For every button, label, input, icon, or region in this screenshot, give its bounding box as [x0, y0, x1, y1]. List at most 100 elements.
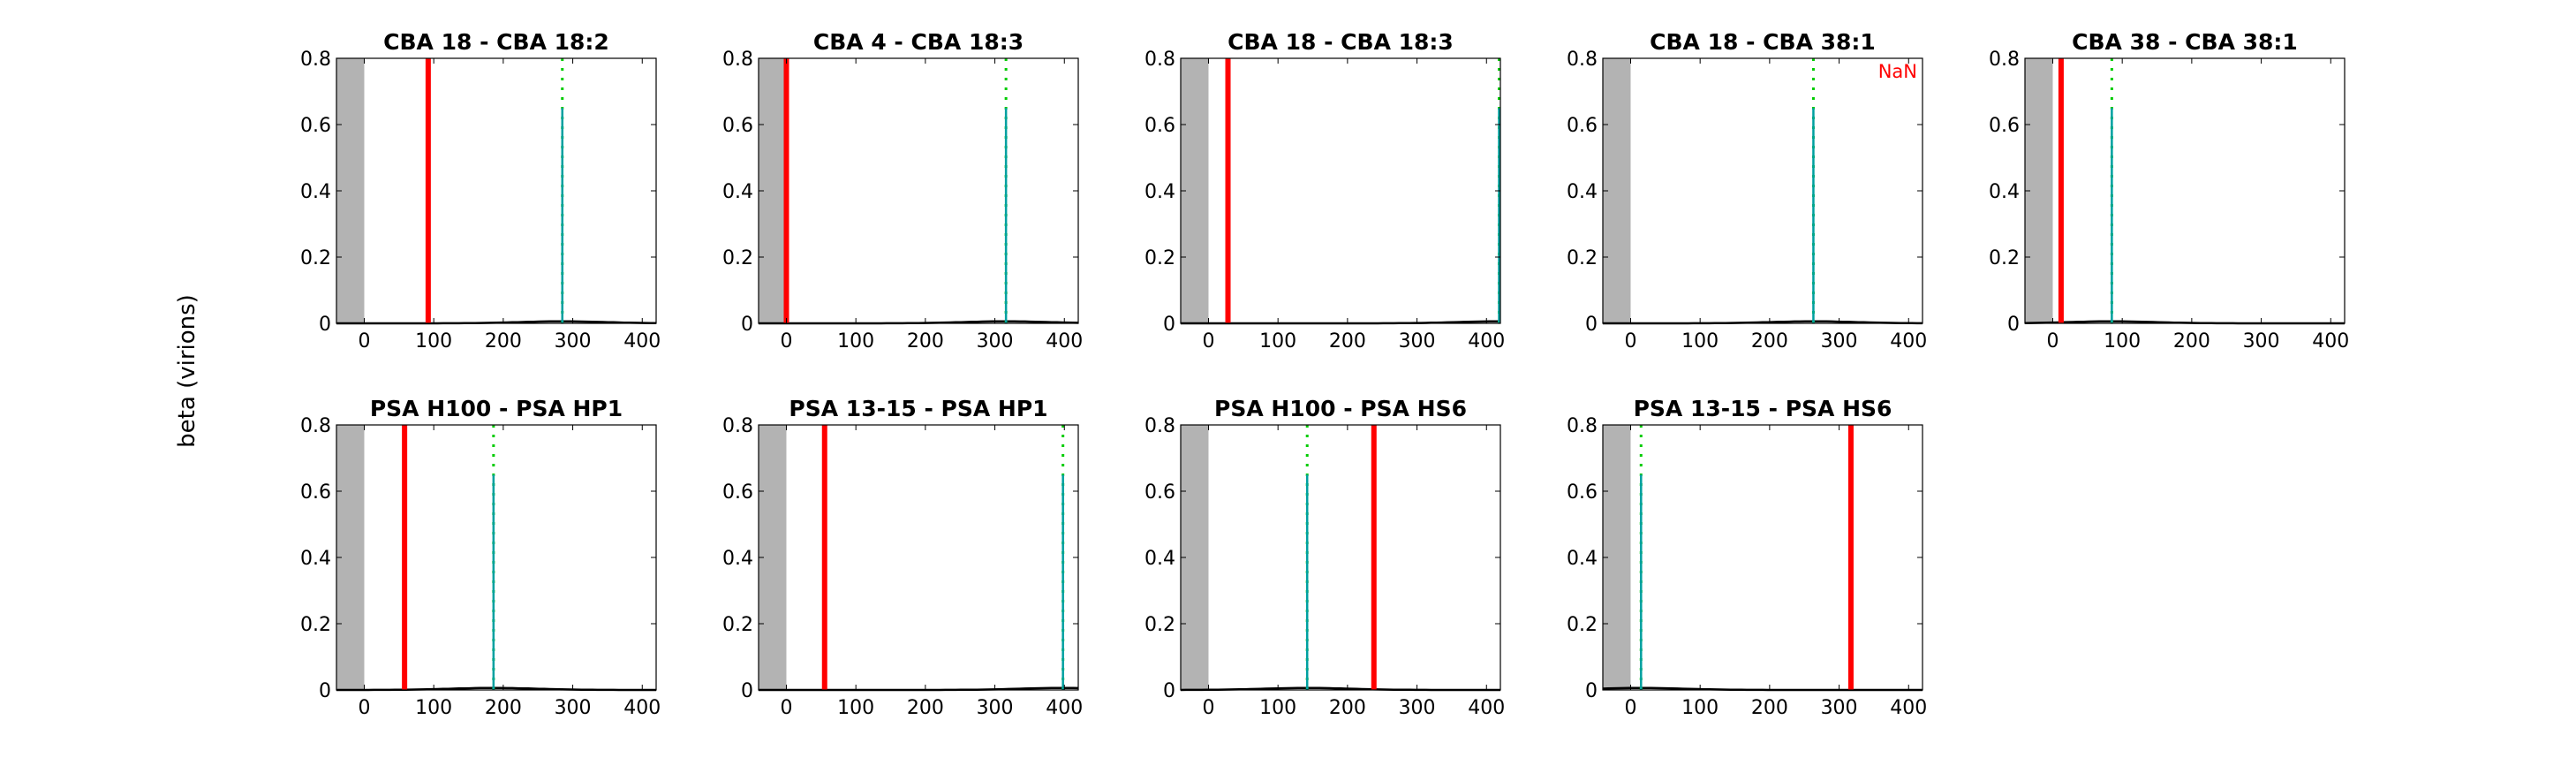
x-tick-label: 400	[1890, 697, 1927, 719]
x-tick-label: 0	[1202, 697, 1214, 719]
x-tick-label: 300	[977, 697, 1014, 719]
panel-title: CBA 38 - CBA 38:1	[2072, 29, 2298, 55]
x-tick-label: 400	[623, 697, 661, 719]
y-tick-label: 0.2	[300, 614, 331, 636]
x-tick-label: 200	[907, 330, 944, 352]
x-tick-label: 400	[1468, 697, 1505, 719]
x-tick-label: 400	[1468, 330, 1505, 352]
x-tick-label: 200	[485, 330, 522, 352]
y-tick-label: 0.4	[1144, 548, 1175, 570]
y-tick-label: 0.2	[722, 614, 753, 636]
x-tick-label: 300	[2243, 330, 2280, 352]
x-tick-label: 200	[907, 697, 944, 719]
y-tick-label: 0.6	[300, 115, 331, 137]
plot-area	[336, 425, 656, 690]
x-tick-label: 0	[1624, 330, 1636, 352]
x-tick-label: 100	[837, 697, 874, 719]
y-tick-label: 0.4	[722, 548, 753, 570]
plot-area	[2025, 58, 2345, 323]
x-tick-label: 100	[1259, 697, 1296, 719]
x-tick-label: 100	[1259, 330, 1296, 352]
x-tick-label: 400	[1046, 697, 1083, 719]
y-tick-label: 0	[319, 314, 331, 336]
x-tick-label: 200	[1329, 330, 1366, 352]
y-tick-label: 0.6	[300, 481, 331, 504]
panel-title: PSA H100 - PSA HS6	[1214, 396, 1467, 421]
y-tick-label: 0.6	[1144, 481, 1175, 504]
x-tick-label: 100	[415, 330, 452, 352]
x-tick-label: 100	[1681, 697, 1719, 719]
x-tick-label: 0	[780, 330, 792, 352]
x-tick-label: 400	[1046, 330, 1083, 352]
x-tick-label: 100	[1681, 330, 1719, 352]
y-tick-label: 0.2	[1567, 247, 1598, 269]
y-tick-label: 0.8	[300, 49, 331, 71]
y-tick-label: 0.4	[300, 548, 331, 570]
y-tick-label: 0.6	[1567, 115, 1598, 137]
x-tick-label: 0	[358, 330, 370, 352]
x-tick-label: 100	[415, 697, 452, 719]
panel-6: 0 100 200 300 400 0 0.2 0.4 0.6 0.8 PSA H100 - PSA…	[300, 396, 661, 719]
panel-title: PSA 13-15 - PSA HP1	[789, 396, 1047, 421]
panel-title: CBA 18 - CBA 38:1	[1650, 29, 1876, 55]
x-tick-label: 400	[2312, 330, 2349, 352]
y-tick-label: 0.6	[1144, 115, 1175, 137]
x-tick-label: 300	[1399, 330, 1436, 352]
y-tick-label: 0.2	[722, 247, 753, 269]
x-tick-label: 0	[1202, 330, 1214, 352]
y-tick-label: 0.4	[1144, 181, 1175, 203]
panel-9: 0 100 200 300 400 0 0.2 0.4 0.6 0.8 PSA 13-15 - PS…	[1567, 396, 1927, 719]
x-tick-label: 100	[837, 330, 874, 352]
plot-area	[1181, 425, 1500, 690]
y-tick-label: 0	[741, 680, 753, 702]
y-tick-label: 0.2	[1989, 247, 2020, 269]
y-tick-label: 0	[1163, 314, 1175, 336]
y-tick-label: 0.2	[1144, 614, 1175, 636]
x-tick-label: 300	[555, 697, 592, 719]
x-tick-label: 200	[485, 697, 522, 719]
x-tick-label: 300	[977, 330, 1014, 352]
panel-1: 0 100 200 300 400 0 0.2 0.4 0.6 0.8 CBA 18 - CBA 1…	[300, 29, 661, 352]
panel-title: PSA H100 - PSA HP1	[370, 396, 623, 421]
y-tick-label: 0.4	[1567, 181, 1598, 203]
y-tick-label: 0.8	[1567, 415, 1598, 437]
x-tick-label: 300	[1399, 697, 1436, 719]
y-tick-label: 0	[2007, 314, 2020, 336]
panel-8: 0 100 200 300 400 0 0.2 0.4 0.6 0.8 PSA H100 - PSA…	[1144, 396, 1505, 719]
y-tick-label: 0.8	[300, 415, 331, 437]
x-tick-label: 200	[1751, 330, 1788, 352]
y-tick-label: 0	[1163, 680, 1175, 702]
y-tick-label: 0.4	[300, 181, 331, 203]
x-tick-label: 0	[1624, 697, 1636, 719]
panel-title: CBA 18 - CBA 18:3	[1228, 29, 1454, 55]
y-tick-label: 0	[1585, 680, 1598, 702]
plot-area	[336, 58, 656, 323]
y-tick-label: 0.6	[1567, 481, 1598, 504]
x-tick-label: 100	[2104, 330, 2141, 352]
panel-5: 0 100 200 300 400 0 0.2 0.4 0.6 0.8 CBA 38 - CBA 3…	[1989, 29, 2349, 352]
panel-title: PSA 13-15 - PSA HS6	[1634, 396, 1892, 421]
y-tick-label: 0.8	[1989, 49, 2020, 71]
panel-title: CBA 4 - CBA 18:3	[813, 29, 1024, 55]
x-tick-label: 300	[555, 330, 592, 352]
x-tick-label: 400	[623, 330, 661, 352]
x-tick-label: 0	[2046, 330, 2059, 352]
y-tick-label: 0.8	[1567, 49, 1598, 71]
panel-title: CBA 18 - CBA 18:2	[383, 29, 609, 55]
x-tick-label: 300	[1821, 697, 1858, 719]
panel-7: 0 100 200 300 400 0 0.2 0.4 0.6 0.8 PSA 13-15 - PS…	[722, 396, 1083, 719]
plot-area	[1603, 425, 1923, 690]
plot-area	[759, 58, 1078, 323]
y-tick-label: 0.6	[1989, 115, 2020, 137]
y-tick-label: 0.8	[722, 415, 753, 437]
x-tick-label: 200	[2173, 330, 2210, 352]
plot-area	[1181, 58, 1500, 323]
y-tick-label: 0.2	[300, 247, 331, 269]
y-tick-label: 0	[741, 314, 753, 336]
panel-annotation: NaN	[1878, 61, 1917, 82]
y-axis-label: beta (virions)	[174, 294, 200, 448]
x-tick-label: 0	[780, 697, 792, 719]
y-tick-label: 0.4	[1567, 548, 1598, 570]
panel-4: 0 100 200 300 400 0 0.2 0.4 0.6 0.8 CBA 18 - CBA 3…	[1567, 29, 1927, 352]
